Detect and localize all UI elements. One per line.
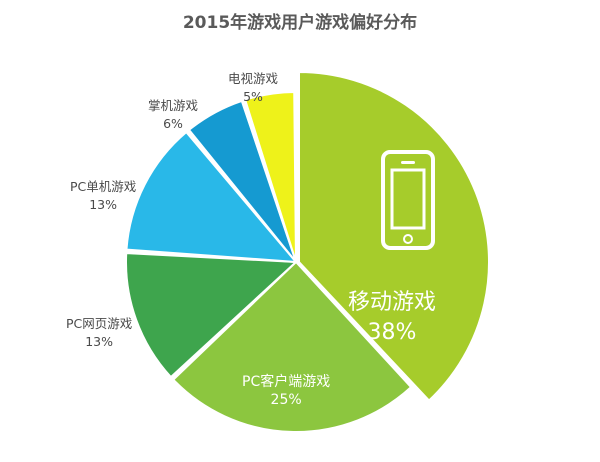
label-tv-games: 电视游戏 5%	[228, 71, 279, 104]
label-handheld-games: 掌机游戏 6%	[148, 98, 199, 131]
label-pc-client-games: PC客户端游戏 25%	[242, 374, 331, 408]
slice-mobile-games	[298, 70, 490, 402]
slice-pc-web-games	[125, 252, 299, 379]
chart-title: 2015年游戏用户游戏偏好分布	[182, 13, 418, 33]
slice-tv-games	[243, 90, 297, 263]
slice-pc-client-games	[171, 260, 413, 433]
label-pc-standalone-games: PC单机游戏 13%	[70, 179, 137, 212]
label-mobile-games: 移动游戏 38%	[348, 290, 437, 345]
smartphone-icon	[381, 150, 435, 250]
slice-handheld-games	[187, 99, 297, 263]
slice-pc-standalone-games	[125, 130, 299, 264]
label-pc-web-games: PC网页游戏 13%	[66, 316, 133, 349]
